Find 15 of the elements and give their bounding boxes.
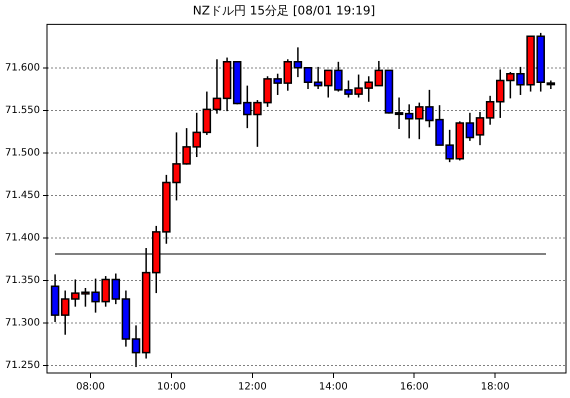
- y-tick-label: 71.450: [4, 190, 40, 201]
- y-tick-label: 71.400: [4, 232, 40, 244]
- y-tick-label: 71.550: [4, 104, 40, 116]
- x-tick-label: 18:00: [480, 382, 510, 393]
- x-tick-label: 10:00: [157, 382, 186, 393]
- y-tick-label: 71.250: [4, 360, 40, 371]
- chart-title: NZドル円 15分足 [08/01 19:19]: [192, 3, 376, 18]
- x-tick-label: 12:00: [238, 382, 267, 393]
- x-tick-label: 08:00: [76, 382, 105, 393]
- y-tick-label: 71.300: [4, 317, 40, 328]
- x-tick-label: 16:00: [400, 382, 429, 393]
- y-tick-label: 71.500: [4, 147, 40, 158]
- x-tick-label: 14:00: [318, 382, 348, 393]
- y-tick-label: 71.350: [4, 274, 40, 286]
- y-tick-label: 71.600: [4, 62, 40, 74]
